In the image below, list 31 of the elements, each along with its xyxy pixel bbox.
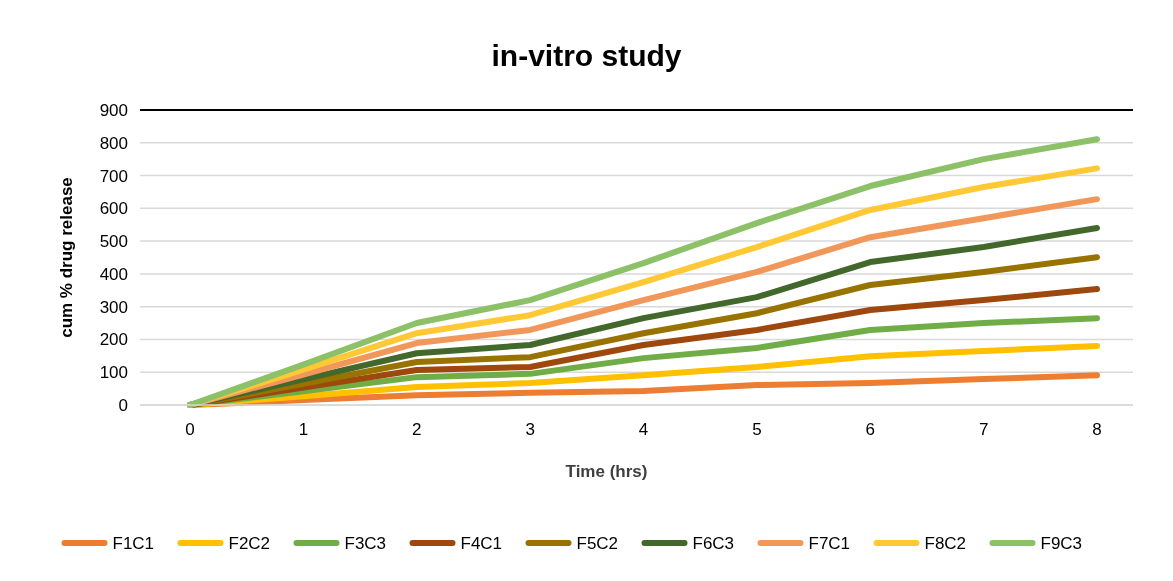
x-tick-label: 2 <box>412 420 422 439</box>
x-tick-label: 5 <box>752 420 762 439</box>
y-tick-label: 200 <box>99 330 128 350</box>
legend-label: F4C1 <box>460 533 503 553</box>
legend-label: F8C2 <box>924 533 967 553</box>
x-axis-title: Time (hrs) <box>565 462 648 481</box>
x-tick-label: 8 <box>1092 420 1102 439</box>
chart-title: in-vitro study <box>491 39 682 72</box>
legend-label: F2C2 <box>228 533 271 553</box>
y-tick-label: 600 <box>99 199 128 219</box>
x-tick-label: 1 <box>298 420 309 439</box>
x-tick-label: 4 <box>638 420 649 439</box>
legend-label: F9C3 <box>1040 533 1083 553</box>
legend-label: F6C3 <box>692 533 735 553</box>
y-tick-label: 700 <box>99 166 128 186</box>
legend-label: F7C1 <box>808 533 851 553</box>
y-tick-label: 800 <box>99 133 128 153</box>
y-tick-label: 0 <box>118 395 128 415</box>
y-axis-title: cum % drug release <box>57 177 76 338</box>
y-tick-label: 400 <box>99 264 128 284</box>
legend-label: F1C1 <box>112 533 155 553</box>
y-tick-label: 900 <box>99 100 128 120</box>
y-tick-label: 500 <box>99 232 128 252</box>
x-tick-label: 6 <box>865 420 875 439</box>
y-tick-label: 300 <box>99 297 128 317</box>
legend-label: F5C2 <box>576 533 619 553</box>
y-tick-label: 100 <box>99 363 128 383</box>
x-tick-label: 0 <box>185 420 195 439</box>
x-tick-label: 3 <box>525 420 535 439</box>
x-tick-label: 7 <box>978 420 989 439</box>
legend-label: F3C3 <box>344 533 387 553</box>
